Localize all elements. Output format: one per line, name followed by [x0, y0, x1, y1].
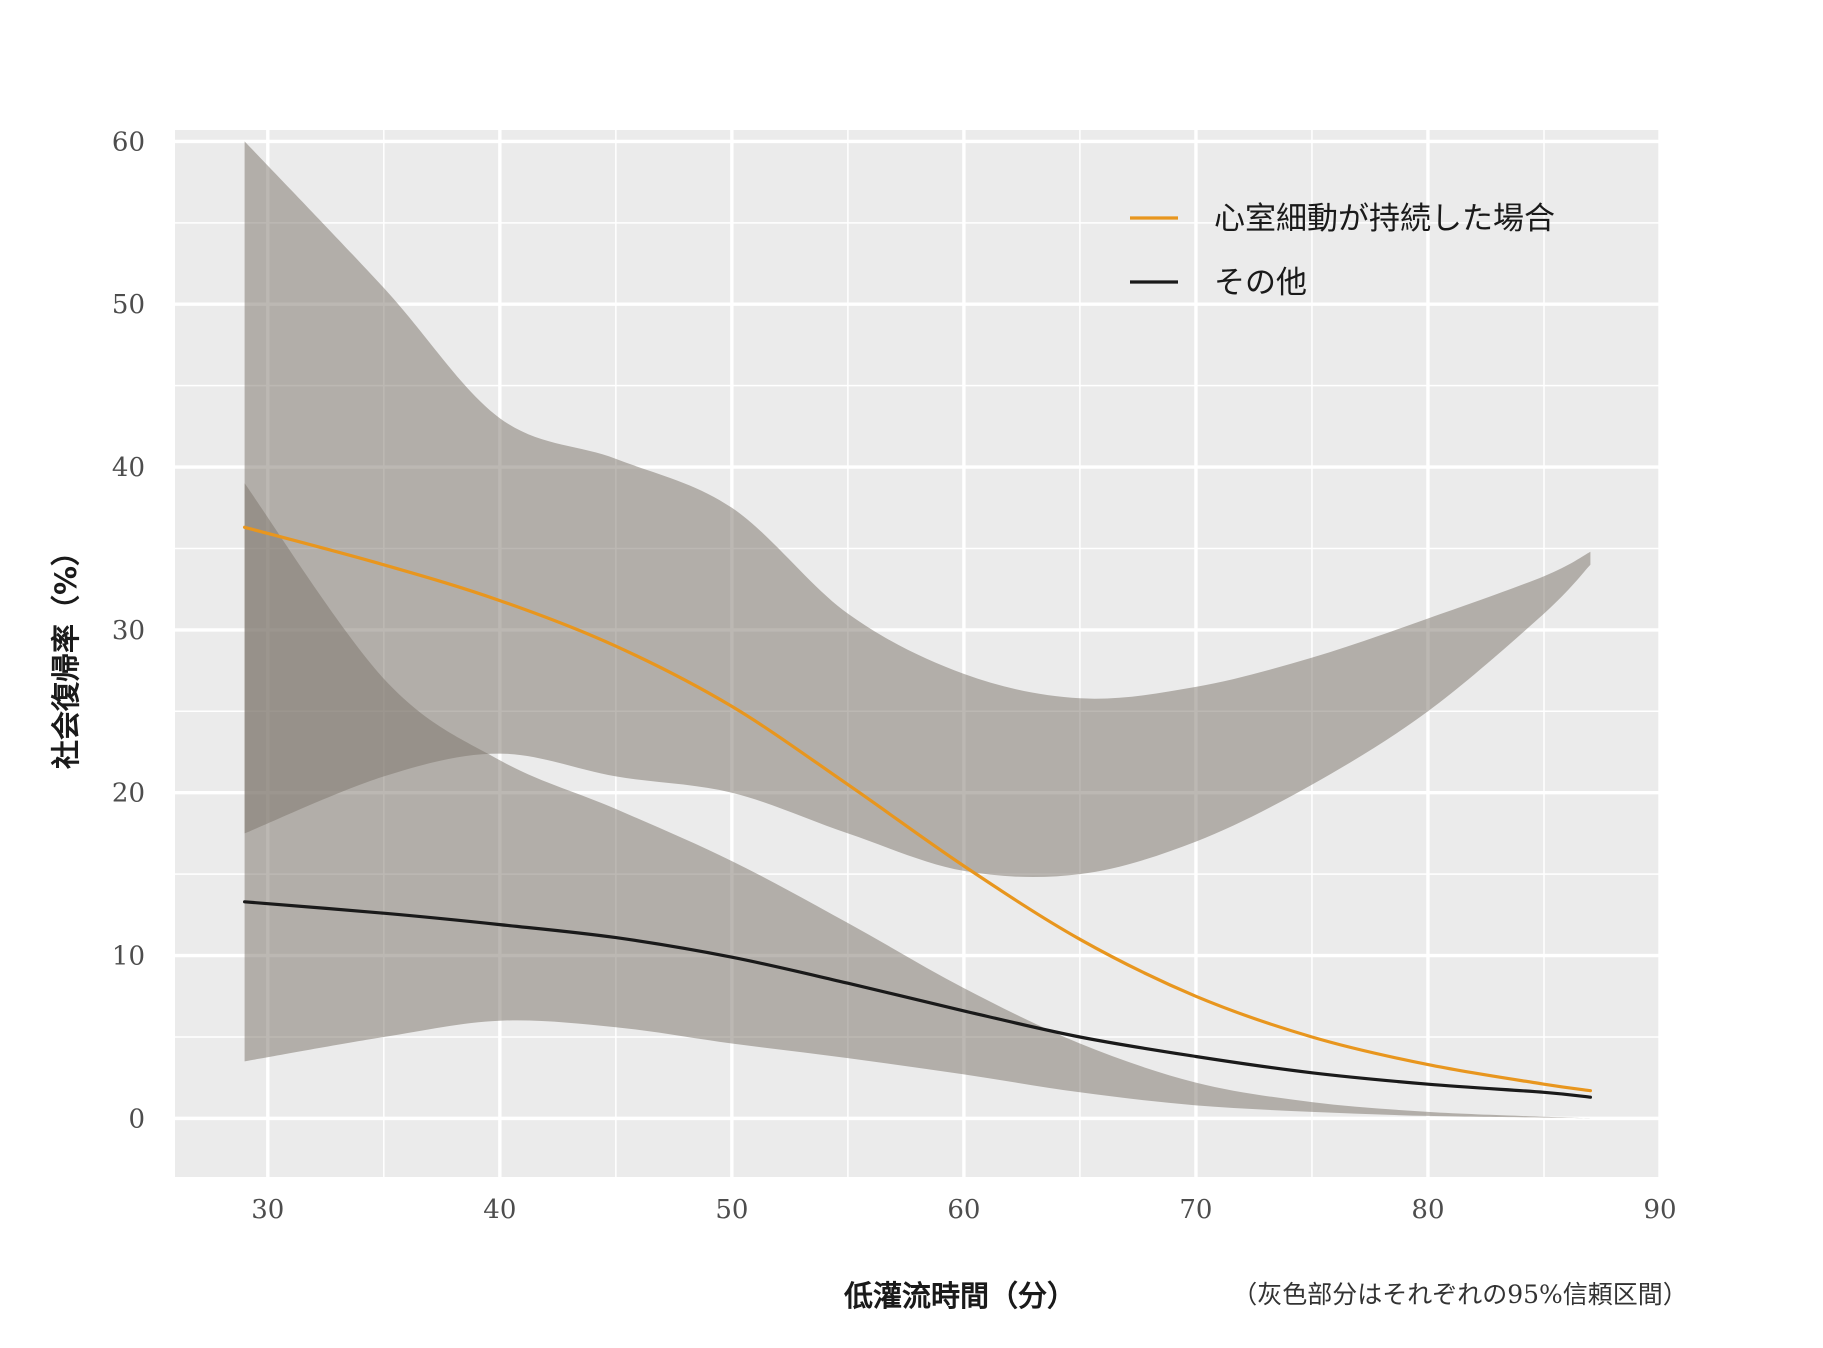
- x-tick-label: 30: [251, 1195, 284, 1225]
- y-tick-label: 0: [128, 1104, 145, 1134]
- y-tick-label: 40: [112, 453, 145, 483]
- legend-label-ventricular-fibrillation: 心室細動が持続した場合: [1214, 201, 1555, 237]
- series-line-0: [243, 525, 1592, 1093]
- x-tick-label: 50: [715, 1195, 748, 1225]
- x-ticks: 30 40 50 60 70 80 90: [251, 1195, 1676, 1225]
- x-axis-title: 低灌流時間（分）: [843, 1279, 1076, 1313]
- x-tick-label: 90: [1643, 1195, 1676, 1225]
- y-tick-label: 10: [112, 942, 145, 972]
- x-tick-label: 70: [1179, 1195, 1212, 1225]
- y-tick-label: 20: [112, 779, 145, 809]
- y-tick-label: 50: [112, 290, 145, 320]
- legend-label-other: その他: [1214, 265, 1307, 301]
- y-tick-label: 60: [112, 127, 145, 157]
- legend: 心室細動が持続した場合 その他: [1130, 201, 1555, 301]
- series-lines: [243, 525, 1592, 1099]
- confidence-interval-note: （灰色部分はそれぞれの95%信頼区間）: [1232, 1280, 1688, 1309]
- series-line-1: [243, 900, 1592, 1099]
- y-tick-label: 30: [112, 616, 145, 646]
- confidence-bands: [244, 141, 1591, 1119]
- confidence-band-0: [244, 141, 1591, 878]
- y-axis-title: 社会復帰率（%）: [49, 537, 83, 769]
- x-tick-label: 80: [1411, 1195, 1444, 1225]
- x-tick-label: 60: [947, 1195, 980, 1225]
- x-tick-label: 40: [483, 1195, 516, 1225]
- y-ticks: 0 10 20 30 40 50 60: [112, 127, 145, 1134]
- confidence-band-1: [244, 483, 1591, 1119]
